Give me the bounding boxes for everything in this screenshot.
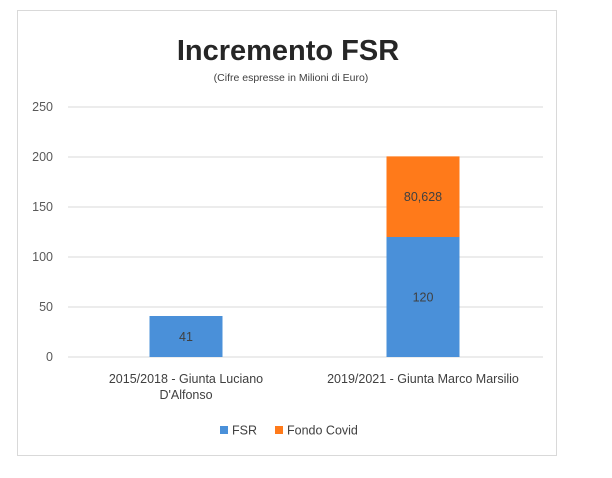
chart-frame: Incremento FSR (Cifre espresse in Milion… <box>17 10 557 456</box>
x-axis-labels: 2015/2018 - Giunta Luciano D'Alfonso 2019/… <box>109 372 519 402</box>
y-tick-label: 0 <box>46 350 53 364</box>
chart-subtitle: (Cifre espresse in Milioni di Euro) <box>214 72 369 84</box>
bar-segment <box>386 237 460 357</box>
data-labels: 41 120 80,628 <box>179 190 442 344</box>
legend-swatch <box>275 426 283 434</box>
bars <box>149 156 460 357</box>
y-axis-ticks: 0 50 100 150 200 250 <box>32 100 53 364</box>
bar-segment <box>149 316 223 357</box>
data-label: 41 <box>179 330 193 344</box>
legend: FSR Fondo Covid <box>220 424 358 438</box>
gridlines <box>68 106 543 358</box>
y-tick-label: 100 <box>32 250 53 264</box>
x-category-label: D'Alfonso <box>159 388 212 402</box>
bar-segment <box>386 156 460 237</box>
y-tick-label: 250 <box>32 100 53 114</box>
legend-swatch <box>220 426 228 434</box>
data-label: 80,628 <box>404 190 442 204</box>
x-category-label: 2015/2018 - Giunta Luciano <box>109 372 263 386</box>
data-label: 120 <box>413 291 434 305</box>
legend-label: Fondo Covid <box>287 424 358 438</box>
chart-title: Incremento FSR <box>177 35 399 67</box>
y-tick-label: 50 <box>39 300 53 314</box>
y-tick-label: 150 <box>32 200 53 214</box>
x-category-label: 2019/2021 - Giunta Marco Marsilio <box>327 372 519 386</box>
legend-label: FSR <box>232 424 257 438</box>
y-tick-label: 200 <box>32 150 53 164</box>
chart-svg: Incremento FSR (Cifre espresse in Milion… <box>32 35 543 438</box>
